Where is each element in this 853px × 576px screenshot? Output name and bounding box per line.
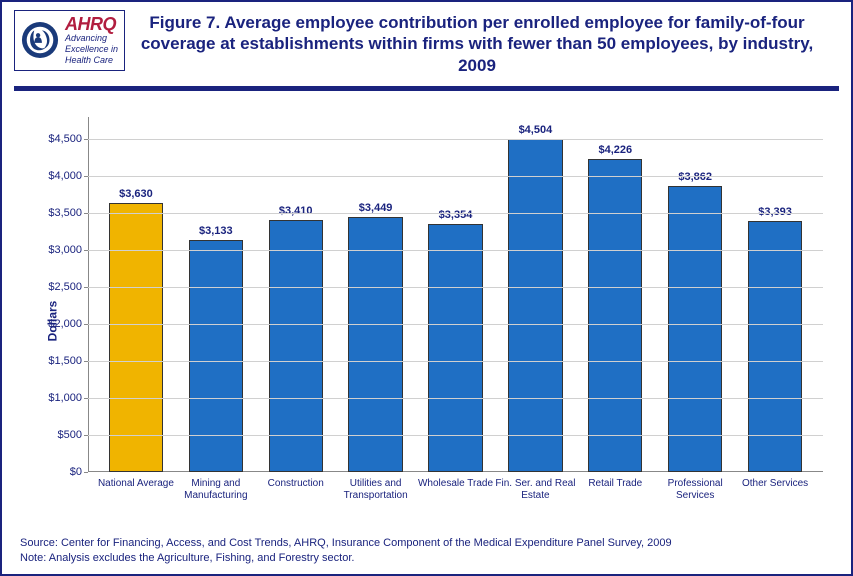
bars-container: $3,630National Average$3,133Mining and M…	[88, 117, 823, 473]
bar-wrapper: $3,862Professional Services	[655, 117, 735, 473]
bar-value-label: $3,410	[279, 205, 313, 217]
bar-value-label: $3,393	[758, 206, 792, 218]
hhs-seal-icon	[21, 21, 59, 59]
note-text: Note: Analysis excludes the Agriculture,…	[20, 551, 833, 566]
bar	[189, 240, 243, 472]
bar	[588, 159, 642, 472]
y-tick-label: $0	[70, 466, 88, 478]
bar	[348, 217, 402, 472]
ahrq-tagline-3: Health Care	[65, 56, 118, 66]
bar-wrapper: $3,354Wholesale Trade	[416, 117, 496, 473]
footer-notes: Source: Center for Financing, Access, an…	[2, 532, 851, 574]
ahrq-brand: AHRQ	[65, 15, 118, 33]
bar-value-label: $3,862	[678, 171, 712, 183]
ahrq-tagline-2: Excellence in	[65, 45, 118, 55]
bar-value-label: $3,630	[119, 188, 153, 200]
y-tick-label: $2,000	[48, 318, 88, 330]
y-tick-label: $4,500	[48, 133, 88, 145]
gridline	[88, 176, 823, 177]
chart-title: Figure 7. Average employee contribution …	[125, 10, 839, 76]
bar	[109, 203, 163, 472]
source-text: Source: Center for Financing, Access, an…	[20, 536, 833, 551]
bar-value-label: $3,449	[359, 202, 393, 214]
gridline	[88, 250, 823, 251]
gridline	[88, 139, 823, 140]
bar-wrapper: $3,630National Average	[96, 117, 176, 473]
header: AHRQ Advancing Excellence in Health Care…	[2, 2, 851, 80]
chart-frame: AHRQ Advancing Excellence in Health Care…	[0, 0, 853, 576]
y-tick-label: $1,500	[48, 355, 88, 367]
bar-wrapper: $3,449Utilities and Transportation	[336, 117, 416, 473]
bar-wrapper: $3,133Mining and Manufacturing	[176, 117, 256, 473]
bar-wrapper: $4,226Retail Trade	[575, 117, 655, 473]
x-tick-label: Other Services	[727, 472, 823, 490]
agency-logo-box: AHRQ Advancing Excellence in Health Care	[14, 10, 125, 71]
bar	[508, 139, 562, 473]
y-tick-label: $4,000	[48, 170, 88, 182]
bar-value-label: $3,354	[439, 209, 473, 221]
gridline	[88, 435, 823, 436]
y-tick-label: $3,000	[48, 244, 88, 256]
ahrq-tagline-1: Advancing	[65, 34, 118, 44]
header-divider	[14, 86, 839, 91]
y-tick-label: $2,500	[48, 281, 88, 293]
bar-wrapper: $3,410Construction	[256, 117, 336, 473]
y-tick-label: $500	[58, 429, 88, 441]
gridline	[88, 361, 823, 362]
bar-wrapper: $4,504Fin. Ser. and Real Estate	[495, 117, 575, 473]
gridline	[88, 287, 823, 288]
bar	[668, 186, 722, 472]
plot-region: $3,630National Average$3,133Mining and M…	[88, 117, 823, 473]
gridline	[88, 213, 823, 214]
chart-area: Dollars $3,630National Average$3,133Mini…	[20, 109, 833, 533]
gridline	[88, 324, 823, 325]
bar-wrapper: $3,393Other Services	[735, 117, 815, 473]
bar-value-label: $4,504	[519, 124, 553, 136]
bar-value-label: $4,226	[598, 144, 632, 156]
bar-value-label: $3,133	[199, 225, 233, 237]
y-tick-label: $1,000	[48, 392, 88, 404]
gridline	[88, 398, 823, 399]
y-tick-label: $3,500	[48, 207, 88, 219]
ahrq-logo-text: AHRQ Advancing Excellence in Health Care	[65, 15, 118, 66]
